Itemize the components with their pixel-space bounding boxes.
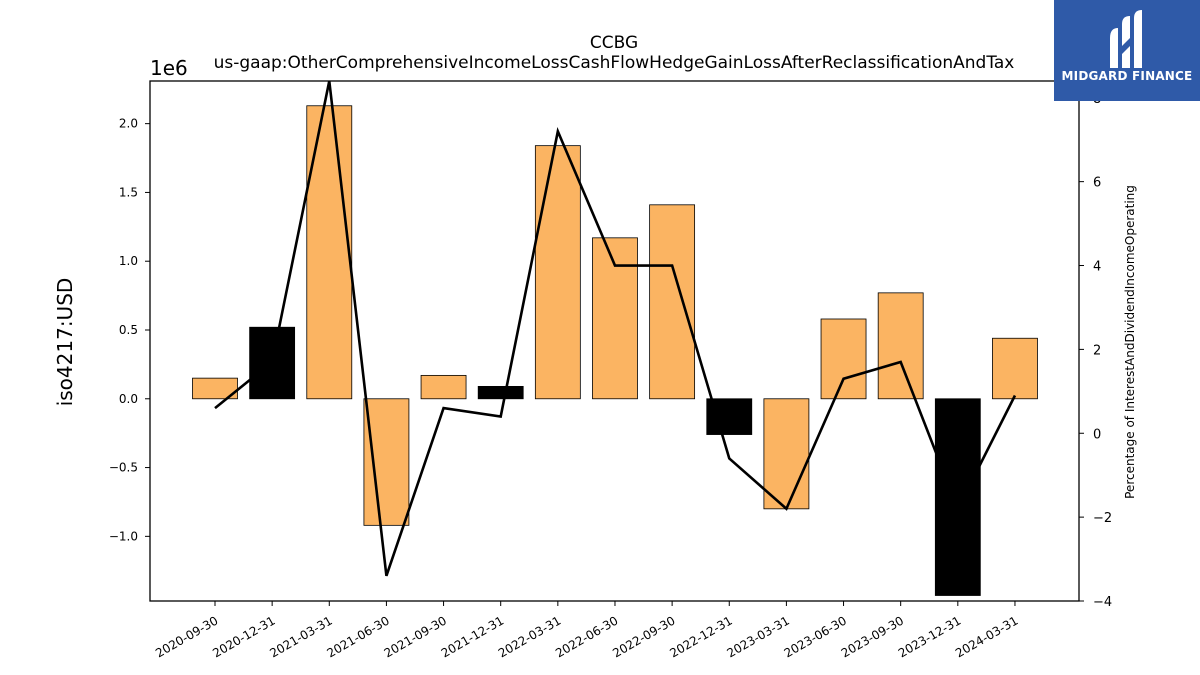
x-tick-label: 2022-03-31 (496, 613, 563, 660)
bar-2022-06-30 (592, 237, 638, 400)
logo-mark-icon (1110, 10, 1142, 68)
x-tick-label: 2023-03-31 (724, 613, 791, 660)
x-tick-label: 2021-06-30 (325, 613, 392, 660)
x-tick-label: 2022-09-30 (610, 613, 677, 660)
midgard-finance-logo: MIDGARD FINANCE (1054, 0, 1200, 101)
y2-tick-label: 4 (1093, 260, 1101, 275)
y2-tick-label: 2 (1093, 343, 1101, 358)
bar-2021-12-31 (477, 385, 524, 400)
bar-2022-12-31 (706, 398, 753, 435)
logo-text: MIDGARD FINANCE (1061, 69, 1193, 83)
bar-2022-09-30 (649, 204, 696, 400)
bar-2021-09-30 (420, 374, 467, 400)
y-axis-label: iso4217:USD (53, 278, 77, 407)
x-tick-label: 2023-09-30 (839, 613, 906, 660)
x-tick-label: 2024-03-31 (953, 613, 1020, 660)
x-tick-label: 2021-09-30 (382, 613, 449, 660)
bar-2023-09-30 (877, 292, 924, 400)
y2-axis-label: Percentage of InterestAndDividendIncomeO… (1123, 185, 1137, 499)
bar-2023-12-31 (934, 398, 981, 596)
bar-2024-03-31 (992, 337, 1038, 400)
y2-tick-label: −2 (1093, 511, 1112, 526)
bar-2023-06-30 (820, 318, 867, 400)
y-tick-label: 0.0 (119, 392, 138, 406)
x-tick-label: 2020-09-30 (153, 613, 220, 660)
x-tick-label: 2021-12-31 (439, 613, 506, 660)
y-tick-label: 0.5 (119, 323, 138, 337)
y-offset-label: 1e6 (150, 56, 188, 80)
x-tick-label: 2021-03-31 (267, 613, 334, 660)
bar-2021-03-31 (306, 105, 353, 400)
y-tick-label: −1.0 (109, 529, 138, 543)
x-tick-label: 2023-12-31 (896, 613, 963, 660)
line-series (214, 80, 1017, 577)
y-tick-label: 1.0 (119, 254, 138, 268)
y2-tick-label: −4 (1093, 595, 1112, 610)
y-tick-label: 1.5 (119, 185, 138, 199)
x-tick-label: 2020-12-31 (210, 613, 277, 660)
bar-2021-06-30 (363, 398, 410, 526)
x-tick-label: 2022-06-30 (553, 613, 620, 660)
y2-tick-label: 0 (1093, 427, 1101, 442)
y-tick-label: 2.0 (119, 117, 138, 131)
bar-2023-03-31 (763, 398, 810, 510)
y2-tick-label: 6 (1093, 176, 1101, 191)
x-tick-label: 2022-12-31 (667, 613, 734, 660)
bar-2022-03-31 (534, 145, 581, 400)
chart-subtitle: us-gaap:OtherComprehensiveIncomeLossCash… (214, 53, 1015, 73)
y-tick-label: −0.5 (109, 461, 138, 475)
x-tick-label: 2023-06-30 (782, 613, 849, 660)
chart-title: CCBG (590, 33, 638, 53)
